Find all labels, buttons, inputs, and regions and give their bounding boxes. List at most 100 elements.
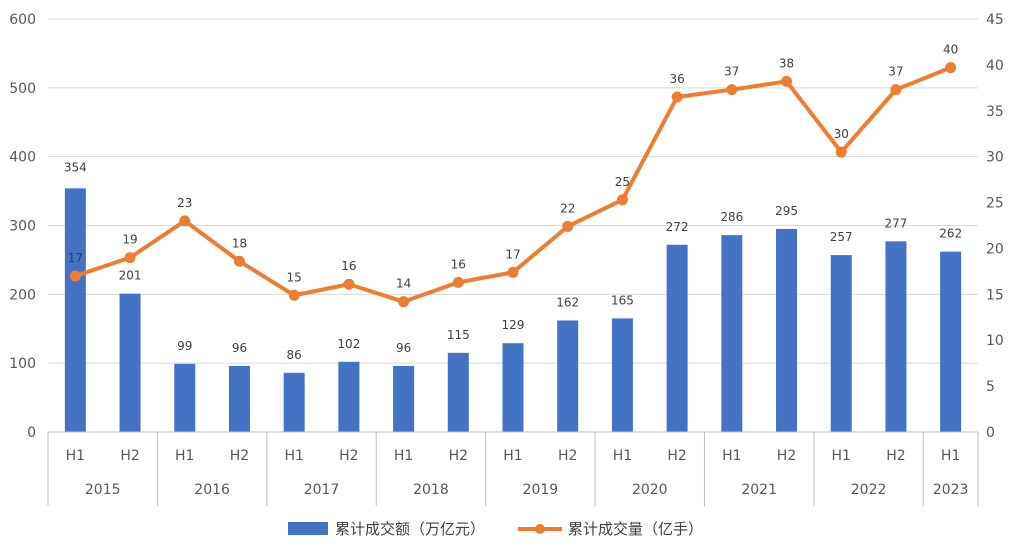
bar-data-label: 162 — [556, 295, 579, 309]
line-data-label: 25 — [615, 175, 630, 189]
y-right-tick-label: 25 — [986, 196, 1004, 212]
line-data-label: 37 — [724, 65, 739, 79]
line-data-label: 17 — [68, 251, 83, 265]
x-year-label: 2018 — [413, 482, 449, 498]
line-data-label: 14 — [396, 277, 411, 291]
bar — [885, 241, 907, 432]
bar-data-label: 115 — [447, 328, 470, 342]
bar — [940, 251, 962, 432]
bar — [338, 361, 360, 432]
x-year-label: 2017 — [304, 482, 340, 498]
bar-data-label: 99 — [177, 339, 192, 353]
line-point — [398, 296, 410, 308]
bar — [283, 372, 305, 432]
x-category-label: H1 — [284, 448, 303, 464]
bar — [119, 293, 141, 432]
y-left-tick-label: 100 — [9, 356, 36, 372]
y-right-tick-label: 0 — [986, 425, 995, 441]
y-left-tick-label: 600 — [9, 12, 36, 28]
legend: 累计成交额（万亿元） 累计成交量（亿手） — [288, 520, 703, 538]
x-category-label: H2 — [558, 448, 577, 464]
x-category-label: H2 — [230, 448, 249, 464]
x-category-label: H2 — [667, 448, 686, 464]
y-right-tick-label: 10 — [986, 333, 1004, 349]
bar-data-label: 96 — [396, 341, 411, 355]
y-left-tick-label: 500 — [9, 81, 36, 97]
x-category-label: H1 — [503, 448, 522, 464]
bar — [228, 365, 250, 432]
line-path — [74, 65, 952, 304]
line-data-label: 37 — [888, 65, 903, 79]
legend-bar-label: 累计成交额（万亿元） — [335, 520, 485, 538]
line-data-label: 30 — [834, 127, 849, 141]
y-right-tick-label: 5 — [986, 379, 995, 395]
x-category-label: H1 — [941, 448, 960, 464]
x-year-label: 2019 — [523, 482, 559, 498]
line-point — [452, 276, 464, 288]
bar-data-label: 129 — [502, 318, 525, 332]
x-category-label: H2 — [120, 448, 139, 464]
line-point — [562, 220, 574, 232]
line-data-label: 36 — [669, 72, 684, 86]
bar-data-label: 257 — [830, 230, 853, 244]
bar — [721, 235, 743, 432]
bar — [174, 363, 196, 432]
line-data-label: 17 — [505, 247, 520, 261]
x-category-label: H1 — [722, 448, 741, 464]
line-point — [69, 270, 81, 282]
line-point — [507, 266, 519, 278]
bar-data-label: 277 — [884, 216, 907, 230]
gridlines — [48, 18, 978, 433]
line-point — [343, 278, 355, 290]
x-year-label: 2023 — [933, 482, 969, 498]
x-category-label: H2 — [339, 448, 358, 464]
x-category-label: H1 — [66, 448, 85, 464]
x-category-label: H2 — [886, 448, 905, 464]
y-right-tick-label: 30 — [986, 150, 1004, 166]
x-year-label: 2022 — [851, 482, 887, 498]
x-year-label: 2021 — [741, 482, 777, 498]
y-left-tick-label: 200 — [9, 287, 36, 303]
line-data-label: 18 — [232, 236, 247, 250]
line-point — [616, 194, 628, 206]
line-point — [124, 252, 136, 264]
x-category-label: H1 — [175, 448, 194, 464]
axes: 0 100 200 300 400 500 600 0 5 10 15 20 25 30 35 40 45 H1 H… — [9, 12, 1004, 506]
bar-data-label: 286 — [720, 210, 743, 224]
y-left-tick-label: 0 — [27, 425, 36, 441]
x-category-label: H2 — [449, 448, 468, 464]
y-left-tick-label: 300 — [9, 219, 36, 235]
bar-series — [64, 188, 962, 432]
bar-data-label: 165 — [611, 293, 634, 307]
legend-line-marker — [535, 524, 545, 534]
line-data-label: 16 — [451, 257, 466, 271]
line-point — [671, 91, 683, 103]
bar — [64, 188, 86, 432]
y-right-tick-label: 45 — [986, 12, 1004, 28]
x-category-label: H2 — [777, 448, 796, 464]
bar — [830, 255, 852, 432]
line-series — [69, 62, 957, 308]
line-data-label: 38 — [779, 56, 794, 70]
line-point — [288, 289, 300, 301]
x-year-label: 2015 — [85, 482, 121, 498]
bar-data-label: 86 — [287, 348, 302, 362]
line-point — [890, 84, 902, 96]
x-category-label: H1 — [394, 448, 413, 464]
line-data-label: 16 — [341, 259, 356, 273]
bar — [502, 343, 524, 432]
bar — [666, 244, 688, 432]
line-point — [233, 255, 245, 267]
line-data-label: 40 — [943, 43, 958, 57]
line-data-label: 23 — [177, 196, 192, 210]
line-point — [726, 84, 738, 96]
bar-data-label: 201 — [119, 269, 142, 283]
y-right-tick-label: 15 — [986, 287, 1004, 303]
line-point — [781, 75, 793, 87]
line-point — [945, 62, 957, 74]
line-data-label: 15 — [287, 270, 302, 284]
legend-bar-swatch — [288, 522, 328, 535]
y-right-tick-label: 20 — [986, 241, 1004, 257]
line-data-label: 22 — [560, 201, 575, 215]
